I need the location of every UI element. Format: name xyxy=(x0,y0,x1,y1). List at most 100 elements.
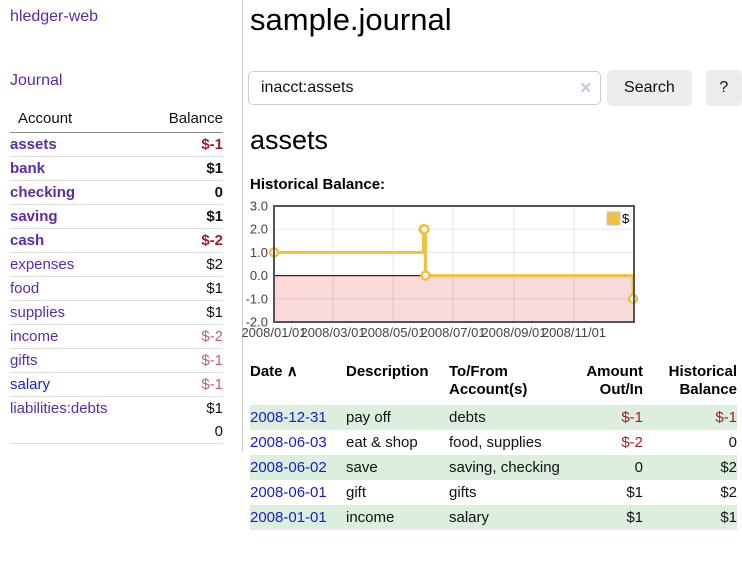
account-balance: $-1 xyxy=(140,372,223,397)
transaction-description: income xyxy=(346,505,449,530)
register-row: 2008-12-31 pay off debts $-1 $-1 xyxy=(250,405,737,430)
sidebar: hledger-web Journal Account Balance asse… xyxy=(0,0,243,452)
transaction-date-link[interactable]: 2008-01-01 xyxy=(250,509,327,526)
account-balance: $1 xyxy=(140,204,223,229)
account-link-assets[interactable]: assets xyxy=(10,136,57,153)
accounts-total-row: 0 xyxy=(10,420,223,444)
account-row: liabilities:debts $1 xyxy=(10,396,223,420)
svg-text:1.0: 1.0 xyxy=(250,245,268,260)
accounts-header-account: Account xyxy=(10,106,141,133)
register-header-amount: Amount Out/In xyxy=(586,363,643,398)
transaction-date-link[interactable]: 2008-06-03 xyxy=(250,434,327,451)
search-form: ✕ Search ? xyxy=(248,70,742,106)
transaction-description: eat & shop xyxy=(346,434,418,451)
historical-balance-chart[interactable]: $3.0 2.0 1.0 0.0 -1.0 -2.0 2008/01/01 2008/03/0… xyxy=(240,199,742,349)
account-balance: $-2 xyxy=(140,228,223,253)
account-link-gifts[interactable]: gifts xyxy=(10,352,38,369)
transaction-accounts: debts xyxy=(449,405,565,430)
help-button[interactable]: ? xyxy=(705,70,742,106)
chart-heading: Historical Balance: xyxy=(250,176,386,193)
svg-text:$: $ xyxy=(622,211,630,226)
transaction-description: save xyxy=(346,455,449,480)
transaction-accounts: food, supplies xyxy=(449,434,542,451)
app-title-link[interactable]: hledger-web xyxy=(10,8,99,25)
account-row: gifts $-1 xyxy=(10,348,223,373)
accounts-table: Account Balance assets $-1 bank $1 checking 0… xyxy=(10,106,223,444)
transaction-date-link[interactable]: 2008-12-31 xyxy=(250,409,327,426)
account-link-liabilities:debts[interactable]: liabilities:debts xyxy=(10,400,108,417)
account-balance: $-1 xyxy=(140,348,223,373)
account-row: income $-2 xyxy=(10,324,223,349)
account-link-supplies[interactable]: supplies xyxy=(10,304,66,321)
account-row: assets $-1 xyxy=(10,133,223,157)
account-link-income[interactable]: income xyxy=(10,328,59,345)
transaction-amount: $1 xyxy=(626,484,643,501)
main-content: sample.journal ✕ Search ? assets Histori… xyxy=(240,0,742,530)
transaction-balance: 0 xyxy=(728,434,737,451)
account-row: food $1 xyxy=(10,276,223,301)
transaction-accounts: gifts xyxy=(449,484,477,501)
svg-text:2008/05/01: 2008/05/01 xyxy=(360,325,425,340)
account-balance: $2 xyxy=(140,252,223,277)
transaction-balance: $2 xyxy=(720,484,737,501)
account-link-checking[interactable]: checking xyxy=(10,184,76,201)
register-table-body: 2008-12-31 pay off debts $-1 $-1 2008-06-03 ea… xyxy=(250,405,737,530)
account-link-salary[interactable]: salary xyxy=(10,376,51,393)
transaction-balance: $-1 xyxy=(643,405,737,430)
transaction-amount: $-1 xyxy=(565,405,643,430)
register-table: Date ∧ Description To/From Account(s) Am… xyxy=(250,363,737,530)
chart-legend: $ xyxy=(606,211,630,226)
page-title: sample.journal xyxy=(250,2,452,37)
account-balance: $1 xyxy=(140,276,223,301)
account-row: salary $-1 xyxy=(10,372,223,397)
register-header-date[interactable]: Date ∧ xyxy=(250,363,298,380)
register-header-row: Date ∧ Description To/From Account(s) Am… xyxy=(250,363,737,405)
svg-text:2.0: 2.0 xyxy=(250,222,268,237)
account-row: checking 0 xyxy=(10,180,223,205)
account-balance: $-2 xyxy=(140,324,223,349)
account-link-food[interactable]: food xyxy=(10,280,40,297)
search-box: ✕ xyxy=(248,71,602,105)
account-link-bank[interactable]: bank xyxy=(10,160,46,177)
register-row: 2008-06-01 gift gifts $1 $2 xyxy=(250,480,737,505)
search-button[interactable]: Search xyxy=(607,70,692,106)
transaction-date-link[interactable]: 2008-06-02 xyxy=(250,459,327,476)
register-header-accounts: To/From Account(s) xyxy=(449,363,528,398)
svg-text:-2.0: -2.0 xyxy=(246,315,268,330)
svg-text:2008/11/01: 2008/11/01 xyxy=(542,325,606,340)
register-row: 2008-01-01 income salary $1 $1 xyxy=(250,505,737,530)
account-heading: assets xyxy=(250,125,329,155)
svg-text:3.0: 3.0 xyxy=(250,199,268,214)
transaction-amount: 0 xyxy=(565,455,643,480)
accounts-total-value: 0 xyxy=(140,420,223,444)
svg-text:-1.0: -1.0 xyxy=(246,291,268,306)
search-input[interactable] xyxy=(248,71,602,105)
transaction-date-link[interactable]: 2008-06-01 xyxy=(250,484,327,501)
sort-ascending-icon: ∧ xyxy=(286,363,298,380)
clear-search-icon[interactable]: ✕ xyxy=(579,80,593,97)
register-header-balance: Historical Balance xyxy=(668,363,737,398)
account-balance: 0 xyxy=(140,180,223,205)
svg-text:2008/07/01: 2008/07/01 xyxy=(420,325,485,340)
chart-canvas[interactable]: $3.0 2.0 1.0 0.0 -1.0 -2.02008/01/012008/03/0… xyxy=(240,199,742,349)
svg-text:2008/03/01: 2008/03/01 xyxy=(300,325,365,340)
transaction-amount: $-2 xyxy=(621,434,643,451)
account-row: cash $-2 xyxy=(10,228,223,253)
transaction-amount: $1 xyxy=(565,505,643,530)
svg-text:2008/09/01: 2008/09/01 xyxy=(481,325,546,340)
transaction-accounts: salary xyxy=(449,505,565,530)
account-row: saving $1 xyxy=(10,204,223,229)
transaction-balance: $2 xyxy=(643,455,737,480)
account-balance: $1 xyxy=(140,156,223,181)
register-row: 2008-06-02 save saving, checking 0 $2 xyxy=(250,455,737,480)
transaction-accounts: saving, checking xyxy=(449,455,565,480)
accounts-header-row: Account Balance xyxy=(10,106,223,133)
account-link-saving[interactable]: saving xyxy=(10,208,58,225)
sidebar-item-journal[interactable]: Journal xyxy=(10,72,63,89)
account-row: supplies $1 xyxy=(10,300,223,325)
account-link-cash[interactable]: cash xyxy=(10,232,45,249)
account-row: bank $1 xyxy=(10,156,223,181)
account-balance: $1 xyxy=(140,396,223,420)
account-link-expenses[interactable]: expenses xyxy=(10,256,75,273)
